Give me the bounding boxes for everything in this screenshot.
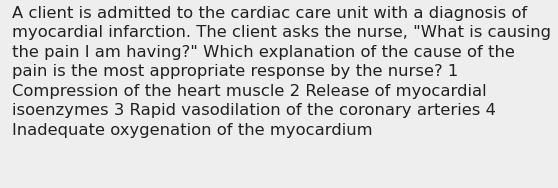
Text: A client is admitted to the cardiac care unit with a diagnosis of
myocardial inf: A client is admitted to the cardiac care… <box>12 6 551 138</box>
